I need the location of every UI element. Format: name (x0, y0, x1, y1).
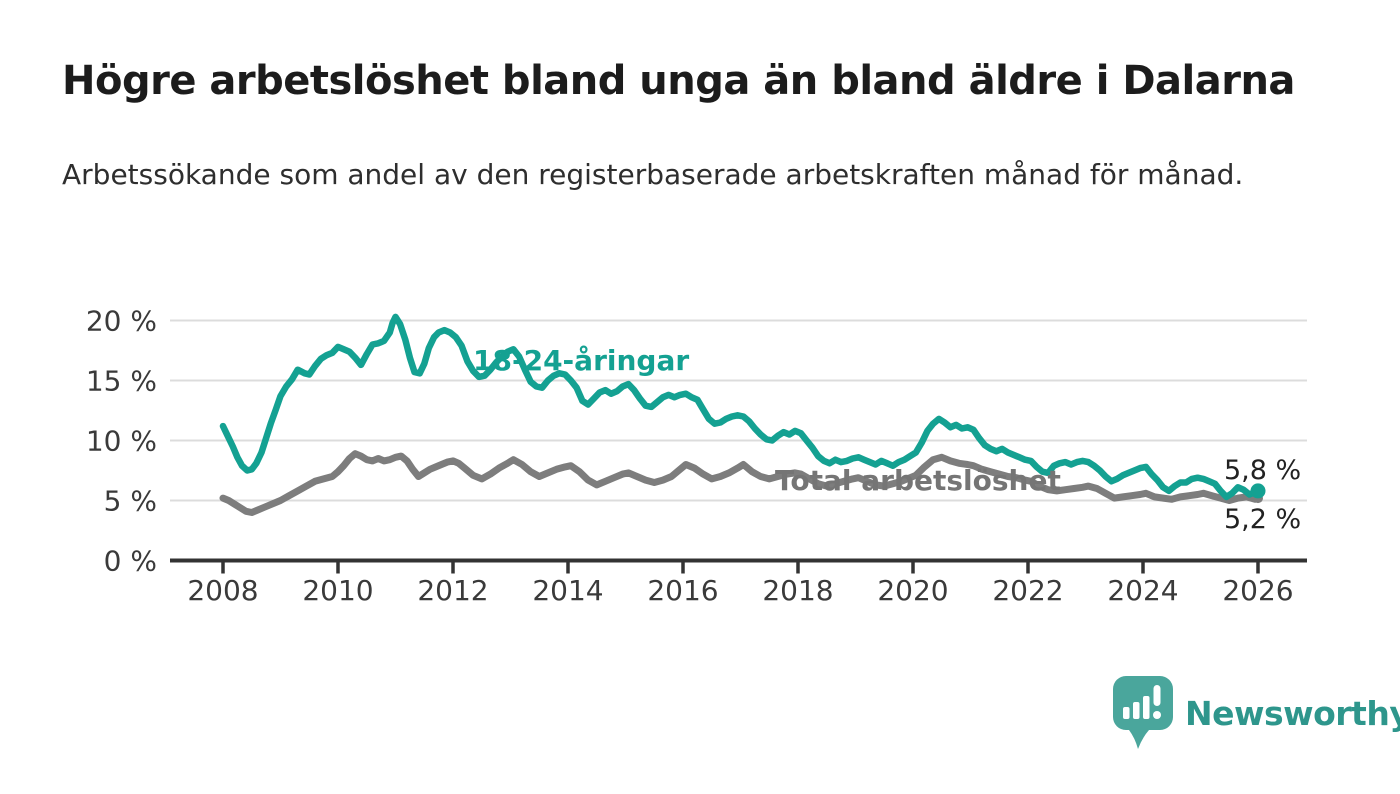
page-subtitle: Arbetssökande som andel av den registerb… (62, 158, 1244, 191)
series-label-total: Total arbetslöshet (775, 464, 1061, 497)
y-tick-label-5: 5 % (104, 485, 157, 518)
y-tick-label-10: 10 % (86, 425, 157, 458)
end-value-label-18-24: 5,8 % (1224, 455, 1302, 486)
x-tick-label-2020: 2020 (877, 574, 948, 607)
y-tick-label-0: 0 % (104, 545, 157, 578)
end-value-label-total: 5,2 % (1224, 504, 1302, 535)
x-tick-label-2008: 2008 (187, 574, 258, 607)
bar-chart-bar-2 (1133, 702, 1140, 719)
newsworthy-logo: Newsworthy (1113, 676, 1400, 750)
exclamation-dot (1153, 711, 1161, 719)
y-tick-label-15: 15 % (86, 365, 157, 398)
exclamation-bar (1153, 685, 1161, 706)
x-tick-label-2026: 2026 (1222, 574, 1293, 607)
page-title: Högre arbetslöshet bland unga än bland ä… (62, 58, 1295, 104)
bar-chart-bar-3 (1143, 696, 1150, 719)
x-tick-label-2022: 2022 (992, 574, 1063, 607)
newsworthy-wordmark: Newsworthy (1185, 694, 1400, 733)
series-label-18-24: 18-24-åringar (473, 344, 690, 377)
series-line-18-24 (219, 313, 1262, 501)
x-tick-label-2014: 2014 (532, 574, 603, 607)
series-end-dot-18-24 (1250, 483, 1266, 499)
x-tick-label-2016: 2016 (647, 574, 718, 607)
newsworthy-logo-icon (1113, 676, 1173, 749)
y-tick-label-20: 20 % (86, 305, 157, 338)
x-tick-label-2012: 2012 (417, 574, 488, 607)
x-tick-label-2010: 2010 (302, 574, 373, 607)
x-tick-label-2018: 2018 (762, 574, 833, 607)
x-tick-label-2024: 2024 (1107, 574, 1178, 607)
bar-chart-bar-1 (1123, 707, 1130, 719)
series-line-total (219, 450, 1262, 516)
